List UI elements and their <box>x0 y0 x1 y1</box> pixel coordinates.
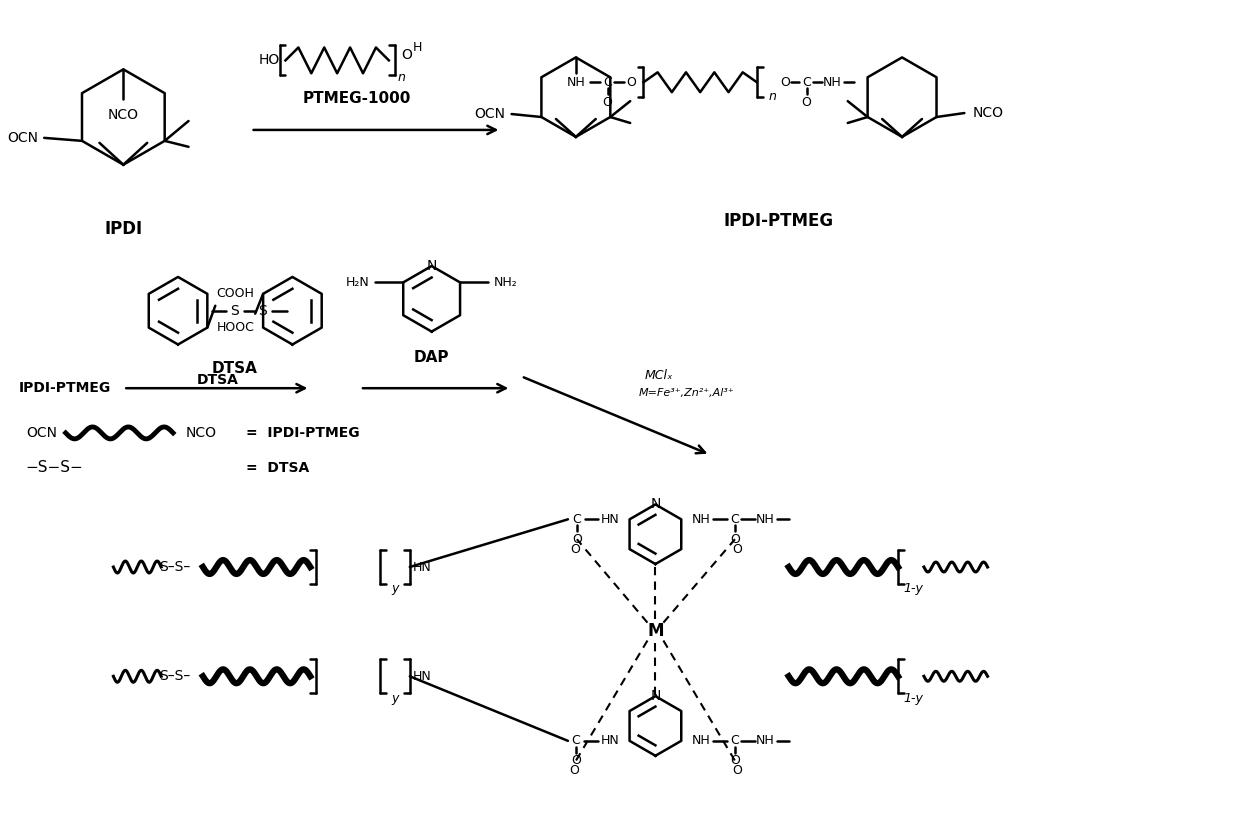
Text: DTSA: DTSA <box>197 373 239 387</box>
Text: DAP: DAP <box>414 350 449 365</box>
Text: NCO: NCO <box>186 426 217 440</box>
Text: OCN: OCN <box>26 426 57 440</box>
Text: HN: HN <box>600 513 619 525</box>
Text: O: O <box>730 754 740 768</box>
Text: O: O <box>603 96 613 109</box>
Text: NH: NH <box>755 734 774 747</box>
Text: =  IPDI-PTMEG: = IPDI-PTMEG <box>246 426 360 440</box>
Text: PTMEG-1000: PTMEG-1000 <box>303 91 412 106</box>
Text: S–S–: S–S– <box>160 670 191 683</box>
Text: NH: NH <box>692 734 711 747</box>
Text: NCO: NCO <box>108 108 139 122</box>
Text: C: C <box>604 75 613 89</box>
Text: N: N <box>427 259 436 273</box>
Text: MClₓ: MClₓ <box>645 369 673 382</box>
Text: DTSA: DTSA <box>212 361 258 375</box>
Text: O: O <box>626 75 636 89</box>
Text: OCN: OCN <box>474 107 505 121</box>
Text: NH: NH <box>823 75 842 89</box>
Text: IPDI-PTMEG: IPDI-PTMEG <box>724 212 833 230</box>
Text: OCN: OCN <box>7 131 38 145</box>
Text: O: O <box>402 49 412 62</box>
Text: O: O <box>572 533 582 546</box>
Text: HN: HN <box>413 670 432 683</box>
Text: M: M <box>647 622 663 639</box>
Text: NH: NH <box>567 75 585 89</box>
Text: NCO: NCO <box>972 106 1003 120</box>
Text: HO: HO <box>259 54 280 67</box>
Text: y: y <box>391 691 398 705</box>
Text: C: C <box>730 513 739 525</box>
Text: O: O <box>732 543 742 556</box>
Text: y: y <box>391 582 398 595</box>
Text: HN: HN <box>413 561 432 573</box>
Text: H₂N: H₂N <box>346 276 370 289</box>
Text: n: n <box>398 70 405 84</box>
Text: N: N <box>650 689 661 703</box>
Text: O: O <box>732 764 742 777</box>
Text: =  DTSA: = DTSA <box>246 461 309 474</box>
Text: H: H <box>413 41 423 54</box>
Text: 1-y: 1-y <box>903 691 923 705</box>
Text: n: n <box>769 90 776 102</box>
Text: C: C <box>573 513 582 525</box>
Text: O: O <box>570 754 580 768</box>
Text: O: O <box>569 764 579 777</box>
Text: NH: NH <box>692 513 711 525</box>
Text: IPDI: IPDI <box>104 220 143 238</box>
Text: NH: NH <box>755 513 774 525</box>
Text: C: C <box>730 734 739 747</box>
Text: S: S <box>258 303 267 318</box>
Text: S–S–: S–S– <box>160 560 191 574</box>
Text: IPDI-PTMEG: IPDI-PTMEG <box>19 381 112 396</box>
Text: HOOC: HOOC <box>216 321 254 334</box>
Text: 1-y: 1-y <box>903 582 923 595</box>
Text: S: S <box>231 303 239 318</box>
Text: HN: HN <box>600 734 619 747</box>
Text: NH₂: NH₂ <box>494 276 517 289</box>
Text: COOH: COOH <box>216 287 254 300</box>
Text: C: C <box>802 75 811 89</box>
Text: O: O <box>801 96 811 109</box>
Text: O: O <box>730 533 740 546</box>
Text: −S−S−: −S−S− <box>26 460 83 475</box>
Text: N: N <box>650 498 661 511</box>
Text: O: O <box>570 543 580 556</box>
Text: M=Fe³⁺,Zn²⁺,Al³⁺: M=Fe³⁺,Zn²⁺,Al³⁺ <box>639 388 734 398</box>
Text: O: O <box>780 75 790 89</box>
Text: C: C <box>572 734 580 747</box>
